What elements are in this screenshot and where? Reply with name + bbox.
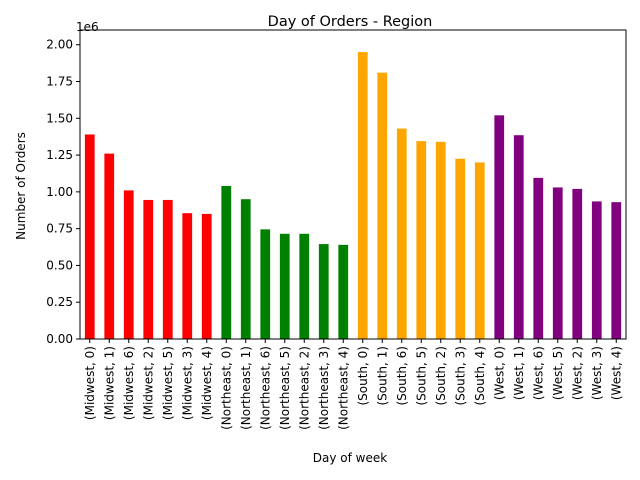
bar-9 — [260, 229, 271, 339]
x-tick-label-19: (South, 3) — [453, 346, 467, 406]
x-tick-label-1: (Midwest, 1) — [102, 346, 116, 420]
x-tick-label-23: (West, 6) — [531, 346, 545, 400]
x-tick-label-18: (South, 2) — [434, 346, 448, 406]
x-tick-label-0: (Midwest, 0) — [83, 346, 97, 420]
x-tick-label-13: (Northeast, 4) — [336, 346, 350, 430]
bar-2 — [123, 190, 134, 339]
x-tick-label-3: (Midwest, 2) — [141, 346, 155, 420]
y-axis-scale-label: 1e6 — [76, 20, 99, 34]
x-tick-label-15: (South, 1) — [375, 346, 389, 406]
y-axis-ticks: 0.00 0.25 0.50 0.75 1.00 1.25 1.50 1.75 2.00 — [46, 38, 80, 346]
x-tick-label-10: (Northeast, 5) — [278, 346, 292, 430]
plot-frame — [79, 29, 627, 340]
y-tick-label-6: 1.50 — [46, 111, 73, 125]
bar-21 — [494, 115, 505, 339]
axes-spines — [79, 29, 627, 340]
bar-19 — [455, 158, 466, 339]
x-tick-label-14: (South, 0) — [356, 346, 370, 406]
x-tick-label-8: (Northeast, 1) — [239, 346, 253, 430]
bar-12 — [318, 244, 329, 339]
x-tick-label-21: (West, 0) — [492, 346, 506, 400]
x-tick-label-9: (Northeast, 6) — [258, 346, 272, 430]
y-tick-label-5: 1.25 — [46, 148, 73, 162]
y-tick-label-2: 0.50 — [46, 258, 73, 272]
bar-17 — [416, 141, 427, 339]
x-tick-label-7: (Northeast, 0) — [219, 346, 233, 430]
bar-8 — [240, 199, 251, 339]
bar-23 — [533, 177, 544, 339]
x-axis-ticks: (Midwest, 0) (Midwest, 1) (Midwest, 6) (Mid… — [83, 339, 623, 430]
y-axis-label: Number of Orders — [14, 132, 28, 240]
x-tick-label-27: (West, 4) — [609, 346, 623, 400]
x-tick-label-22: (West, 1) — [512, 346, 526, 400]
bar-7 — [221, 185, 232, 339]
bar-27 — [611, 202, 622, 339]
bar-26 — [591, 201, 602, 339]
x-tick-label-6: (Midwest, 4) — [200, 346, 214, 420]
y-tick-label-7: 1.75 — [46, 75, 73, 89]
bar-1 — [104, 153, 115, 339]
bar-16 — [396, 128, 407, 339]
bar-6 — [201, 213, 212, 339]
x-tick-label-2: (Midwest, 6) — [122, 346, 136, 420]
x-tick-label-26: (West, 3) — [590, 346, 604, 400]
bar-13 — [338, 244, 349, 339]
bar-0 — [84, 134, 95, 339]
bar-14 — [357, 52, 368, 339]
bar-5 — [182, 213, 193, 339]
y-tick-label-3: 0.75 — [46, 222, 73, 236]
x-tick-label-24: (West, 5) — [551, 346, 565, 400]
x-tick-label-4: (Midwest, 5) — [161, 346, 175, 420]
bar-3 — [143, 199, 154, 339]
x-tick-label-5: (Midwest, 3) — [180, 346, 194, 420]
x-tick-label-16: (South, 6) — [395, 346, 409, 406]
bar-15 — [377, 72, 388, 340]
bar-25 — [572, 188, 583, 339]
bar-11 — [299, 233, 310, 339]
y-tick-label-1: 0.25 — [46, 295, 73, 309]
bar-18 — [435, 141, 446, 339]
x-tick-label-12: (Northeast, 3) — [317, 346, 331, 430]
bar-22 — [513, 135, 524, 339]
x-tick-label-20: (South, 4) — [473, 346, 487, 406]
x-tick-label-17: (South, 5) — [414, 346, 428, 406]
y-tick-label-4: 1.00 — [46, 185, 73, 199]
x-tick-label-11: (Northeast, 2) — [297, 346, 311, 430]
bar-24 — [552, 187, 563, 339]
y-tick-label-0: 0.00 — [46, 332, 73, 346]
y-tick-label-8: 2.00 — [46, 38, 73, 52]
x-axis-label: Day of week — [313, 451, 387, 465]
bar-4 — [162, 199, 173, 339]
x-tick-label-25: (West, 2) — [570, 346, 584, 400]
bars-layer — [84, 52, 622, 340]
chart-title: Day of Orders - Region — [268, 14, 433, 30]
bar-20 — [474, 162, 485, 339]
bar-10 — [279, 233, 290, 339]
